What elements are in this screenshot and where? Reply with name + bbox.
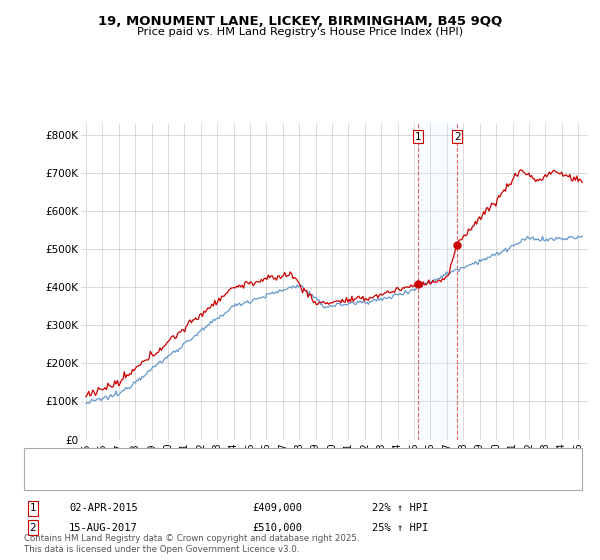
Text: 02-APR-2015: 02-APR-2015	[69, 503, 138, 514]
Text: 22% ↑ HPI: 22% ↑ HPI	[372, 503, 428, 514]
Text: 2: 2	[454, 132, 460, 142]
Text: £409,000: £409,000	[252, 503, 302, 514]
Text: 19, MONUMENT LANE, LICKEY, BIRMINGHAM, B45 9QQ (detached house): 19, MONUMENT LANE, LICKEY, BIRMINGHAM, B…	[72, 456, 435, 465]
Text: 25% ↑ HPI: 25% ↑ HPI	[372, 522, 428, 533]
Text: HPI: Average price, detached house, Bromsgrove: HPI: Average price, detached house, Brom…	[72, 473, 316, 483]
Bar	[418, 123, 457, 440]
Text: Price paid vs. HM Land Registry's House Price Index (HPI): Price paid vs. HM Land Registry's House …	[137, 27, 463, 38]
Text: 15-AUG-2017: 15-AUG-2017	[69, 522, 138, 533]
Text: Contains HM Land Registry data © Crown copyright and database right 2025.
This d: Contains HM Land Registry data © Crown c…	[24, 534, 359, 554]
Text: £510,000: £510,000	[252, 522, 302, 533]
Text: 1: 1	[415, 132, 421, 142]
Text: 2: 2	[29, 522, 37, 533]
Text: 19, MONUMENT LANE, LICKEY, BIRMINGHAM, B45 9QQ: 19, MONUMENT LANE, LICKEY, BIRMINGHAM, B…	[98, 15, 502, 28]
Text: 1: 1	[29, 503, 37, 514]
